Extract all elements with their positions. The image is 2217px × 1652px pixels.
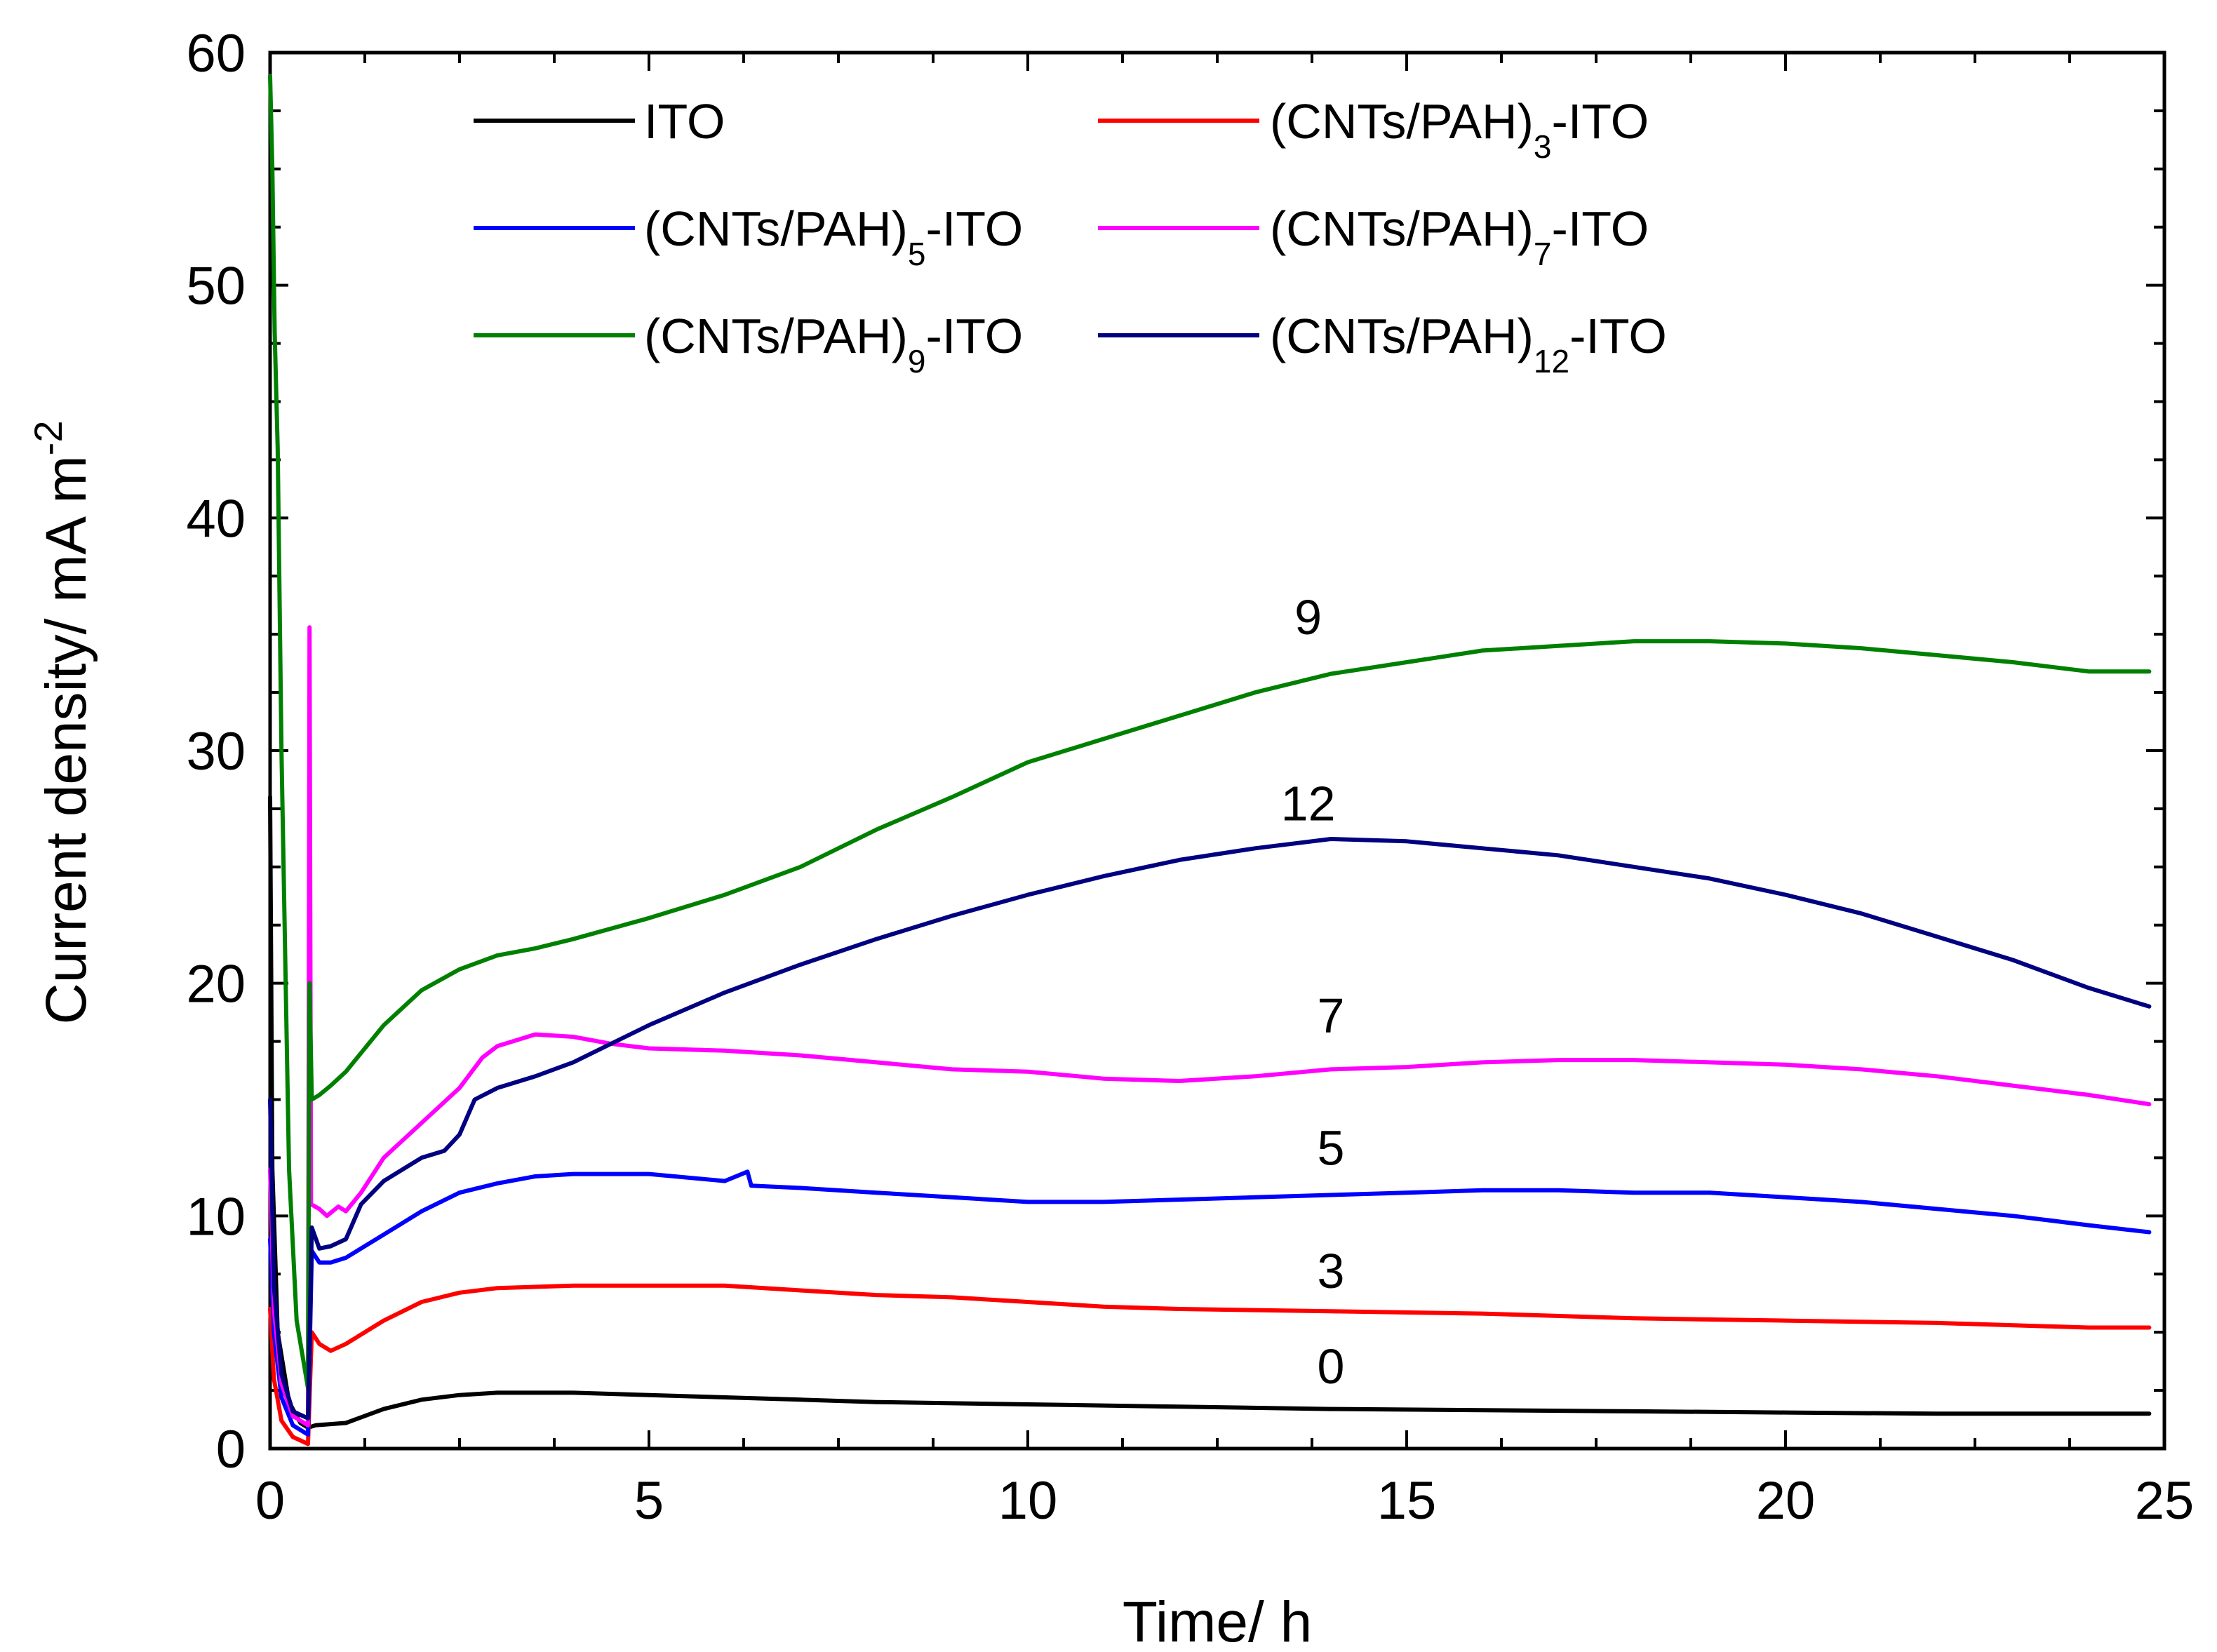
y-axis-title-main: Current density/ mA m bbox=[34, 455, 98, 1024]
legend-label: ITO bbox=[644, 94, 725, 149]
curve-label: 0 bbox=[1318, 1339, 1345, 1394]
legend-label: (CNTs/PAH)7-ITO bbox=[1270, 201, 1649, 272]
curve-labels: 0 3 5 7 9 12 bbox=[1281, 590, 1345, 1394]
x-tick-label: 5 bbox=[634, 1471, 664, 1531]
y-tick-label: 20 bbox=[186, 955, 246, 1014]
legend-label: (CNTs/PAH)12-ITO bbox=[1270, 309, 1667, 380]
legend: ITO (CNTs/PAH)3-ITO (CNTs/PAH)5-ITO (CNTs/P… bbox=[474, 94, 1667, 380]
legend-entry: (CNTs/PAH)12-ITO bbox=[1098, 309, 1667, 380]
legend-label: (CNTs/PAH)3-ITO bbox=[1270, 94, 1649, 165]
legend-entry: (CNTs/PAH)3-ITO bbox=[1098, 94, 1649, 165]
svg-text:Current density/ mA m-2: Current density/ mA m-2 bbox=[26, 421, 98, 1025]
series-line-9 bbox=[268, 74, 2152, 1390]
legend-entry: (CNTs/PAH)7-ITO bbox=[1098, 201, 1649, 272]
curve-label: 12 bbox=[1281, 777, 1336, 831]
curve-label: 5 bbox=[1318, 1120, 1345, 1175]
curve-label: 7 bbox=[1318, 988, 1345, 1042]
y-tick-label: 40 bbox=[186, 489, 246, 549]
y-tick-label: 60 bbox=[186, 24, 246, 83]
series-line-5 bbox=[268, 1169, 2152, 1437]
y-tick-label: 0 bbox=[216, 1420, 246, 1479]
x-tick-label: 0 bbox=[255, 1471, 285, 1531]
series-layer bbox=[268, 74, 2152, 1446]
y-axis-title: Current density/ mA m-2 bbox=[26, 421, 98, 1025]
x-tick-label: 15 bbox=[1377, 1471, 1437, 1531]
curve-label: 9 bbox=[1294, 590, 1322, 645]
y-axis-title-superscript: -2 bbox=[26, 421, 70, 456]
x-tick-label: 10 bbox=[998, 1471, 1058, 1531]
x-axis-title: Time/ h bbox=[1123, 1590, 1312, 1652]
x-tick-label: 20 bbox=[1756, 1471, 1816, 1531]
legend-label: (CNTs/PAH)9-ITO bbox=[644, 309, 1023, 380]
curve-label: 3 bbox=[1318, 1244, 1345, 1298]
y-tick-label: 10 bbox=[186, 1187, 246, 1247]
series-line-7 bbox=[268, 625, 2152, 1428]
legend-label: (CNTs/PAH)5-ITO bbox=[644, 201, 1023, 272]
series-line-12 bbox=[268, 837, 2152, 1421]
x-tick-label: 25 bbox=[2135, 1471, 2195, 1531]
y-tick-label: 30 bbox=[186, 722, 246, 781]
y-tick-label: 50 bbox=[186, 257, 246, 316]
legend-entry: (CNTs/PAH)5-ITO bbox=[474, 201, 1023, 272]
legend-entry: (CNTs/PAH)9-ITO bbox=[474, 309, 1023, 380]
legend-entry: ITO bbox=[474, 94, 725, 149]
